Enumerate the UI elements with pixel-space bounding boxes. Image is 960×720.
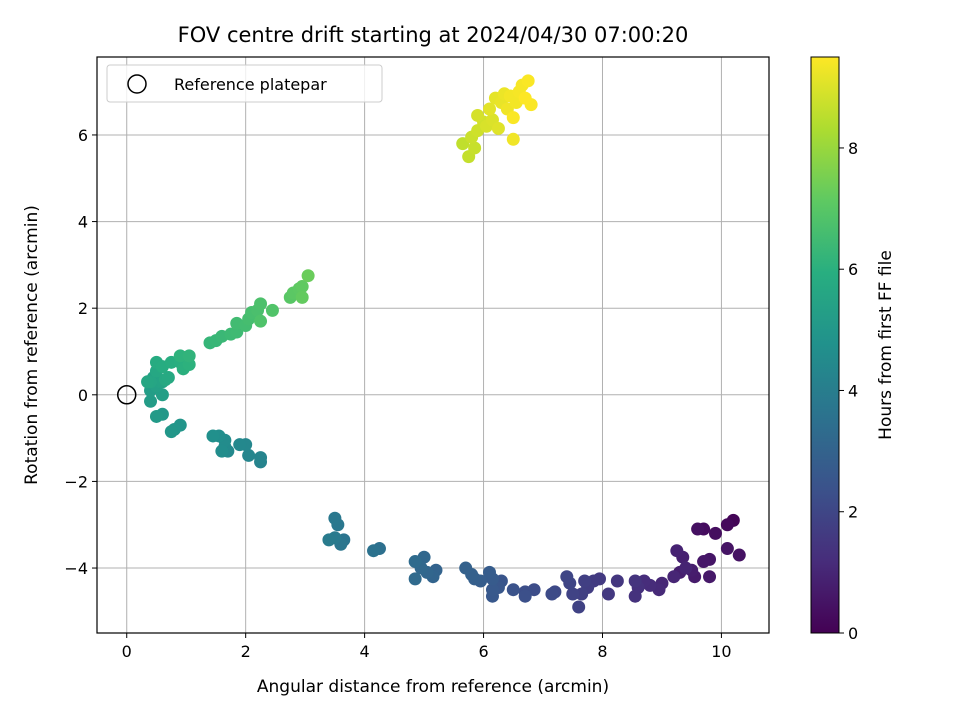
data-point [575,587,589,601]
data-point [215,444,229,458]
data-point [601,587,615,601]
data-point [703,570,717,584]
data-point [295,280,309,294]
data-point [708,526,722,540]
x-tick-label: 2 [241,642,251,661]
data-point [628,589,642,603]
data-point [566,587,580,601]
grid-lines [97,57,769,633]
x-tick-label: 4 [360,642,370,661]
data-point [491,121,505,135]
data-point [141,375,155,389]
colorbar-ticks: 0 2 4 6 8 [839,139,858,643]
colorbar-tick-label: 2 [848,503,858,522]
data-point [408,572,422,586]
data-point [545,587,559,601]
data-point [506,132,520,146]
x-tick-label: 10 [711,642,731,661]
plot-frame [96,56,770,634]
colorbar: 0 2 4 6 8 Hours from first FF file [810,56,896,643]
reference-marker [116,385,137,405]
data-point [518,91,532,105]
y-tick-label: −4 [64,559,88,578]
colorbar-tick-label: 4 [848,381,858,400]
data-point [408,555,422,569]
data-point [265,303,279,317]
data-point [468,141,482,155]
data-point [679,561,693,575]
data-point [149,409,163,423]
data-point [182,349,196,363]
data-point [459,561,473,575]
y-tick-label: 4 [78,213,88,232]
chart-title: FOV centre drift starting at 2024/04/30 … [178,23,689,47]
data-point [254,314,268,328]
data-point [322,533,336,547]
data-point [242,448,256,462]
data-point [144,394,158,408]
data-point [628,574,642,588]
data-point [456,137,470,151]
data-point [610,574,624,588]
data-point [506,111,520,125]
data-point [161,370,175,384]
data-point [254,451,268,465]
data-point [367,544,381,558]
colorbar-label: Hours from first FF file [876,250,896,440]
data-point [667,570,681,584]
reference-platepar-marker [116,385,137,405]
data-point [206,429,220,443]
x-tick-label: 6 [478,642,488,661]
data-point [164,425,178,439]
y-tick-label: 0 [78,386,88,405]
data-point [720,518,734,532]
data-point [720,542,734,556]
data-point [560,570,574,584]
y-tick-label: −2 [64,472,88,491]
x-axis-ticks: 0 2 4 6 8 10 [122,633,732,661]
colorbar-gradient [810,56,840,634]
data-point [328,511,342,525]
colorbar-tick-label: 8 [848,139,858,158]
x-axis-label: Angular distance from reference (arcmin) [257,677,609,697]
y-axis-ticks: −4 −2 0 2 4 6 [64,126,97,578]
x-tick-label: 0 [122,642,132,661]
legend: Reference platepar [106,64,383,103]
data-point [518,589,532,603]
data-point [732,548,746,562]
data-point [697,555,711,569]
legend-label: Reference platepar [174,75,327,94]
y-tick-label: 2 [78,299,88,318]
data-point [482,565,496,579]
data-point [254,297,268,311]
data-point [301,269,315,283]
data-point [233,438,247,452]
data-point [482,102,496,116]
legend-box [106,64,383,103]
data-point [164,355,178,369]
data-point [173,349,187,363]
data-point [572,600,586,614]
data-point [506,583,520,597]
y-tick-label: 6 [78,126,88,145]
y-axis-label: Rotation from reference (arcmin) [22,205,42,485]
colorbar-tick-label: 6 [848,260,858,279]
data-point [521,74,535,88]
legend-marker-icon [127,74,147,94]
data-point [578,574,592,588]
data-point [471,108,485,122]
data-point [485,583,499,597]
data-points [141,74,746,614]
data-point [295,290,309,304]
colorbar-tick-label: 0 [848,624,858,643]
data-point [691,522,705,536]
x-tick-label: 8 [597,642,607,661]
data-point [670,544,684,558]
